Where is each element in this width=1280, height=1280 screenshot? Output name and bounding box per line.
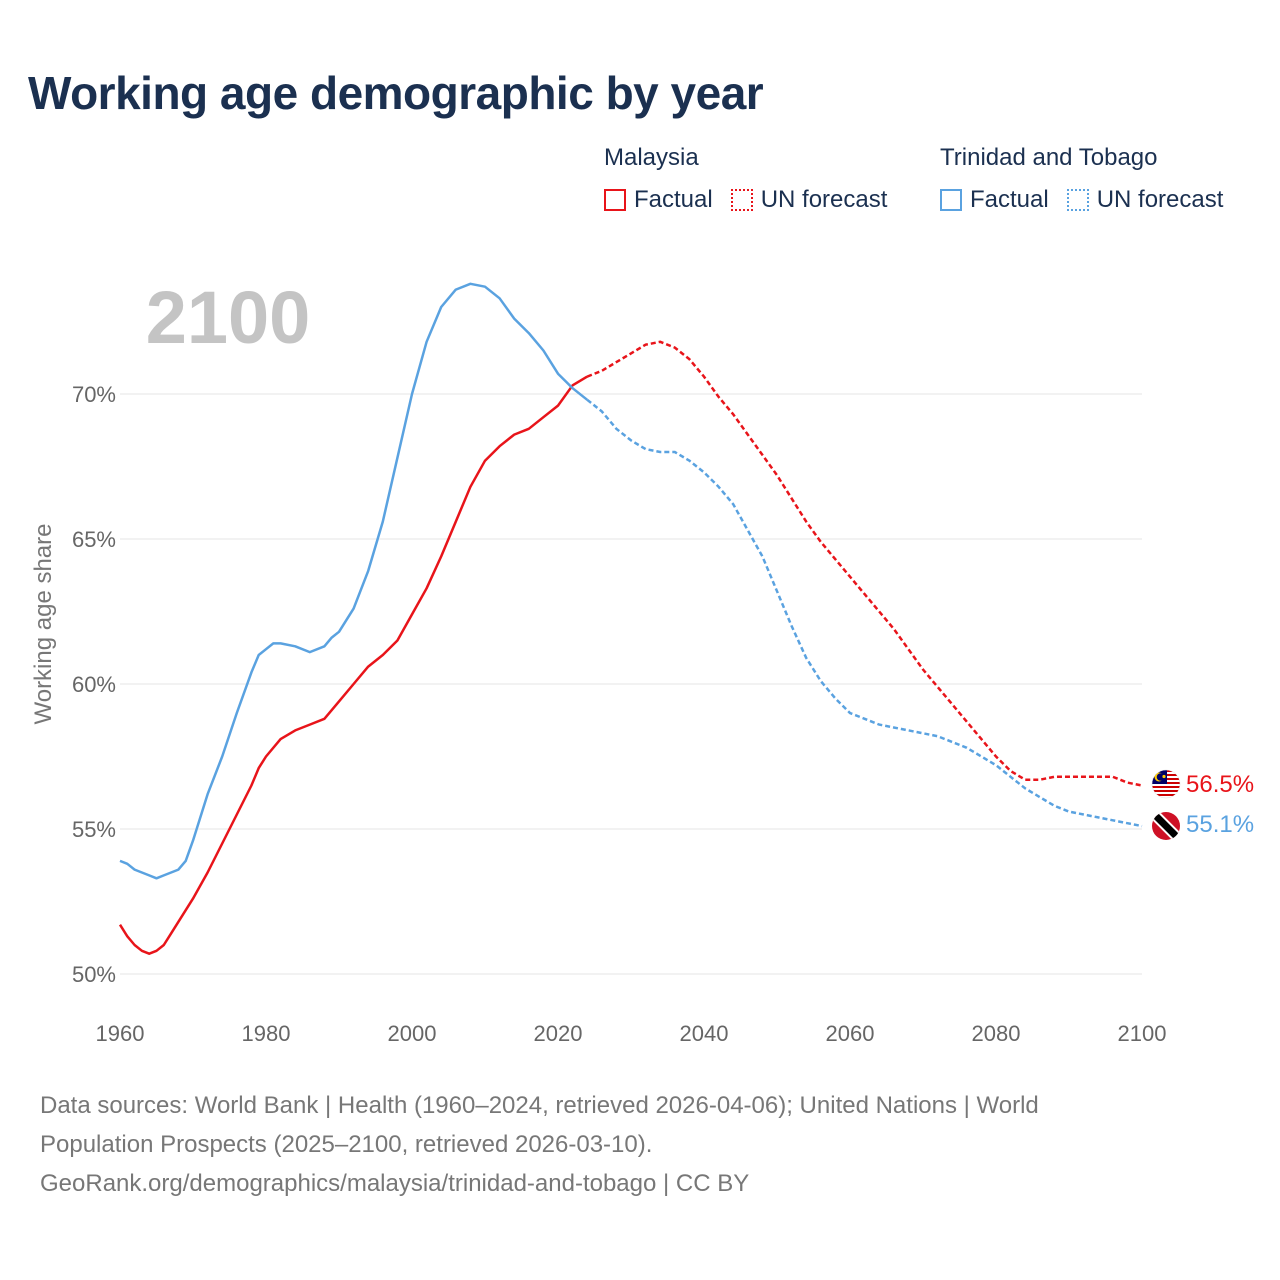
trinidad-and-tobago-forecast-line[interactable]: [586, 398, 1143, 828]
legend-swatch-solid: [940, 189, 962, 211]
legend-swatch-dotted: [1066, 189, 1089, 211]
x-tick-label: 2080: [972, 1021, 1021, 1046]
legend-swatch-solid: [604, 189, 626, 211]
chart-title: Working age demographic by year: [28, 67, 764, 119]
trinidad-and-tobago-flag-icon: [1152, 812, 1180, 840]
x-tick-label: 2060: [826, 1021, 875, 1046]
y-axis-label: Working age share: [30, 524, 57, 725]
legend-label: Factual: [970, 186, 1049, 213]
x-tick-label: 2100: [1118, 1021, 1167, 1046]
legend-item-tt-factual[interactable]: Factual: [940, 186, 1049, 214]
legend-country-name: Trinidad and Tobago: [940, 144, 1158, 171]
legend-label: UN forecast: [760, 186, 888, 213]
malaysia-factual-line[interactable]: [118, 375, 588, 955]
line-chart: 50% 55% 60% 65% 70% 1960 1980 2000 2020 2040 2060 2…: [30, 276, 1254, 1046]
x-tick-label: 2000: [388, 1021, 437, 1046]
legend-item-malaysia-forecast[interactable]: UN forecast: [730, 186, 888, 214]
x-tick-label: 1960: [96, 1021, 145, 1046]
trinidad-and-tobago-factual-line[interactable]: [119, 282, 588, 880]
malaysia-forecast-line[interactable]: [586, 340, 1143, 787]
legend-label: Factual: [634, 186, 713, 213]
legend-group-malaysia: Malaysia Factual UN forecast: [604, 144, 905, 214]
x-tick-label: 2040: [680, 1021, 729, 1046]
year-label: 2100: [146, 276, 311, 359]
trinidad-and-tobago-end-value-label: 55.1%: [1186, 811, 1254, 838]
legend-item-tt-forecast[interactable]: UN forecast: [1066, 186, 1224, 214]
legend-label: UN forecast: [1096, 186, 1224, 213]
footer-sources: Data sources: World Bank | Health (1960–…: [40, 1086, 1220, 1203]
malaysia-flag-icon: [1151, 769, 1181, 799]
y-tick-label: 55%: [72, 817, 116, 842]
y-tick-label: 50%: [72, 962, 116, 987]
footer-line: Data sources: World Bank | Health (1960–…: [40, 1092, 1039, 1119]
legend-group-trinidad-and-tobago: Trinidad and Tobago Factual UN forecast: [940, 144, 1223, 214]
footer-line: Population Prospects (2025–2100, retriev…: [40, 1131, 653, 1158]
y-tick-label: 70%: [72, 382, 116, 407]
footer-line: GeoRank.org/demographics/malaysia/trinid…: [40, 1170, 750, 1197]
malaysia-end-value-label: 56.5%: [1186, 771, 1254, 798]
legend-country-name: Malaysia: [604, 144, 699, 171]
x-tick-label: 1980: [242, 1021, 291, 1046]
legend-swatch-dotted: [730, 189, 753, 211]
y-tick-label: 60%: [72, 672, 116, 697]
legend-item-malaysia-factual[interactable]: Factual: [604, 186, 713, 214]
y-tick-label: 65%: [72, 527, 116, 552]
x-tick-label: 2020: [534, 1021, 583, 1046]
